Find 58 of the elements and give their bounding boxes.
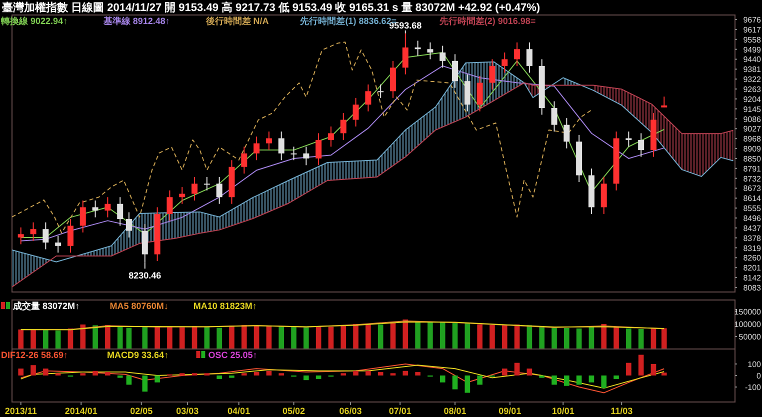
text: 轉換線 9022.94↑ — [0, 16, 68, 26]
y-tick-label: 0 — [756, 372, 762, 380]
text: 基準線 8912.48↑ — [102, 16, 170, 26]
y-tick-label: 100 — [748, 360, 762, 369]
y-tick-label: 8378 — [743, 234, 762, 243]
annotation: 8230.46 — [128, 270, 162, 281]
series-label: MACD9 33.64↑ — [107, 350, 169, 360]
x-tick-label: 06/03 — [339, 406, 362, 416]
y-tick-label: 8496 — [743, 214, 762, 223]
y-tick-label: 8142 — [743, 274, 762, 283]
y-tick-label: 8614 — [743, 194, 762, 204]
y-tick-label: 9145 — [743, 104, 762, 114]
x-tick-label: 2014/01 — [64, 406, 98, 416]
y-tick-label: 8909 — [743, 144, 762, 154]
y-tick-label: 100000 — [734, 320, 762, 329]
y-tick-label: 8201 — [743, 264, 762, 273]
y-tick-label: 8732 — [743, 174, 762, 184]
x-tick-label: 2013/11 — [4, 406, 37, 416]
y-tick-label: 9263 — [743, 85, 762, 94]
y-tick-label: 8437 — [743, 224, 762, 233]
x-tick-label: 04/01 — [228, 406, 250, 416]
y-tick-label: 9558 — [743, 35, 762, 44]
y-tick-label: 8968 — [743, 134, 762, 144]
x-tick-label: 08/01 — [444, 406, 466, 416]
x-tick-label: 07/01 — [388, 406, 412, 416]
x-tick-label: 11/03 — [610, 406, 633, 416]
y-tick-label: 9322 — [743, 75, 762, 84]
y-tick-label: 9204 — [743, 94, 762, 104]
y-tick-label: 50000 — [738, 332, 762, 342]
x-tick-label: 02/05 — [130, 406, 153, 416]
y-tick-label: 9086 — [743, 114, 762, 124]
y-tick-label: 9440 — [743, 55, 762, 64]
y-tick-label: 8083 — [743, 283, 762, 292]
legend-label: OSC 25.05↑ — [208, 350, 258, 360]
text: 先行時間差(2) 9016.98= — [438, 16, 536, 26]
y-tick-label: 9381 — [743, 65, 762, 74]
y-tick-label: 8791 — [743, 164, 762, 174]
y-tick-label: 150000 — [734, 308, 762, 316]
y-tick-label: 9676 — [743, 16, 762, 25]
y-tick-label: 8850 — [743, 154, 762, 164]
y-tick-label: 9027 — [743, 124, 762, 134]
y-tick-label: 9499 — [743, 45, 762, 54]
y-tick-label: -100 — [744, 383, 762, 392]
series-label: MA10 81823M↑ — [193, 301, 257, 311]
series-label: MA5 80760M↓ — [110, 301, 168, 311]
x-tick-label: 10/01 — [552, 406, 574, 416]
y-tick-label: 8260 — [743, 254, 762, 263]
y-tick-label: 8319 — [743, 244, 762, 253]
text: 後行時間差 N/A — [204, 16, 270, 26]
x-tick-label: 09/01 — [498, 406, 522, 416]
legend-label: 成交量 83072M↑ — [12, 301, 80, 311]
y-tick-label: 8555 — [743, 204, 762, 214]
chart-title: 臺灣加權指數 日線圖 2014/11/27 開 9153.49 高 9217.73 低 9153.49 收 9165.31 s 量 83072M +42.92 (+0.47%) — [2, 1, 540, 14]
y-tick-label: 9617 — [743, 25, 762, 34]
y-tick-label: 8673 — [743, 184, 762, 194]
x-tick-label: 05/02 — [282, 406, 306, 416]
series-label: DIF12-26 58.69↑ — [1, 350, 68, 360]
x-tick-label: 03/03 — [176, 406, 199, 416]
